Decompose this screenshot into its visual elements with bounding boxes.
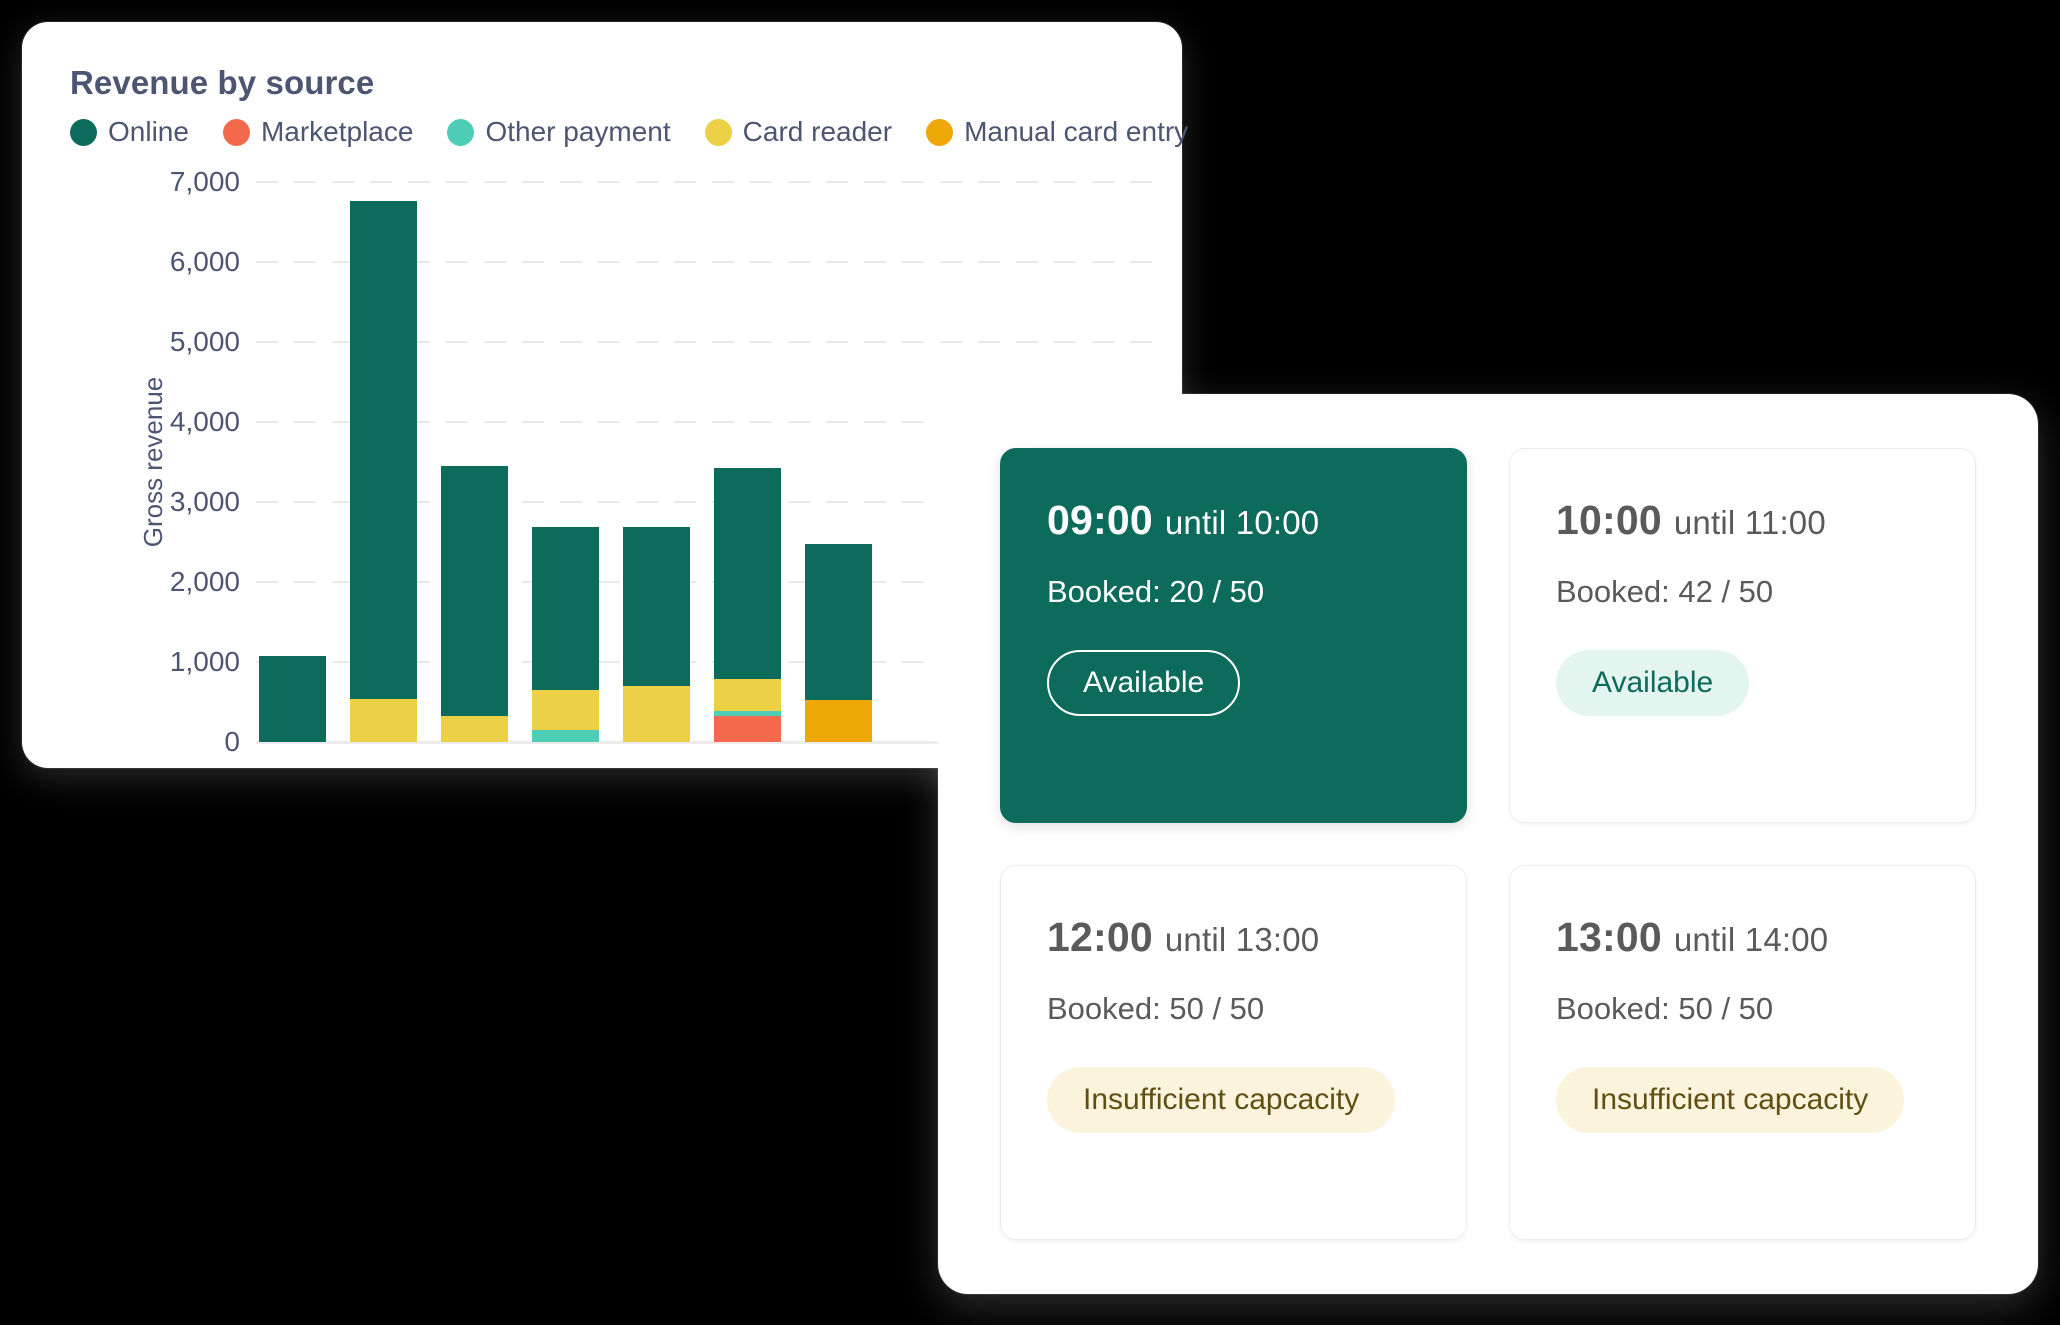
slot-booked-count: Booked: 42 / 50	[1556, 574, 1774, 609]
slot-start-time: 10:00	[1556, 497, 1662, 543]
status-badge[interactable]: Insufficient capcacity	[1047, 1067, 1396, 1133]
chart-bar[interactable]	[623, 526, 690, 742]
legend-item[interactable]: Card reader	[704, 116, 893, 148]
chart-bar[interactable]	[441, 466, 508, 742]
chart-legend: Online Marketplace Other payment Card reade…	[70, 116, 1222, 148]
slot-end-time: until 13:00	[1164, 921, 1320, 958]
booking-slot-card[interactable]: 12:00 until 13:00 Booked: 50 / 50 Insuffici…	[1000, 865, 1467, 1240]
bar-segment	[805, 544, 872, 701]
status-badge[interactable]: Available	[1047, 650, 1241, 716]
chart-bar[interactable]	[805, 544, 872, 742]
legend-label: Marketplace	[260, 116, 414, 147]
gridline	[256, 661, 1160, 663]
slot-start-time: 12:00	[1047, 914, 1153, 960]
legend-swatch-icon	[926, 118, 954, 146]
slot-start-time: 09:00	[1047, 497, 1153, 543]
bar-segment	[350, 698, 417, 742]
legend-label: Manual card entry	[964, 116, 1189, 147]
x-axis-line	[256, 741, 1160, 744]
slot-booked-count: Booked: 20 / 50	[1047, 574, 1265, 609]
page-title: Revenue by source	[70, 64, 375, 101]
chart-bar[interactable]	[532, 526, 599, 742]
legend-swatch-icon	[222, 118, 250, 146]
booking-slot-card[interactable]: 10:00 until 11:00 Booked: 42 / 50 Available	[1509, 448, 1976, 823]
legend-label: Other payment	[485, 116, 671, 147]
bar-segment	[714, 710, 781, 716]
legend-item[interactable]: Manual card entry	[926, 116, 1188, 148]
bar-segment	[532, 690, 599, 730]
bar-segment	[532, 730, 599, 742]
y-axis-tick-label: 3,000	[169, 486, 240, 517]
y-axis-tick-label: 5,000	[169, 326, 240, 357]
booking-slot-card[interactable]: 13:00 until 14:00 Booked: 50 / 50 Insuffici…	[1509, 865, 1976, 1240]
status-badge[interactable]: Insufficient capcacity	[1556, 1067, 1905, 1133]
chart-bar[interactable]	[714, 468, 781, 742]
legend-item[interactable]: Marketplace	[222, 116, 414, 148]
bar-segment	[623, 526, 690, 686]
legend-label: Card reader	[742, 116, 893, 147]
booking-slots-grid: 09:00 until 10:00 Booked: 20 / 50 Available…	[1000, 448, 1976, 1240]
slot-end-time: until 14:00	[1673, 921, 1829, 958]
chart-bar[interactable]	[259, 655, 326, 742]
bar-segment	[350, 201, 417, 699]
bar-segment	[259, 655, 326, 742]
y-axis-tick-label: 2,000	[169, 566, 240, 597]
slot-end-time: until 11:00	[1673, 504, 1826, 541]
y-axis-tick-label: 0	[224, 726, 240, 757]
bar-segment	[714, 678, 781, 711]
chart-plot-area: Gross revenue 7,000 6,000 5,000 4,000 3,000 2…	[70, 166, 1160, 757]
slot-time: 10:00 until 11:00	[1556, 497, 1929, 544]
legend-label: Online	[108, 116, 189, 147]
legend-item[interactable]: Online	[70, 116, 189, 148]
gridline	[256, 341, 1160, 343]
chart-bar[interactable]	[350, 201, 417, 742]
slot-time: 13:00 until 14:00	[1556, 914, 1929, 961]
bar-segment	[441, 716, 508, 742]
legend-swatch-icon	[70, 118, 97, 146]
legend-swatch-icon	[704, 118, 732, 146]
gridline	[256, 261, 1160, 263]
y-axis-tick-label: 4,000	[169, 406, 240, 437]
booking-slots-panel: 09:00 until 10:00 Booked: 20 / 50 Available…	[938, 394, 2038, 1294]
legend-swatch-icon	[447, 118, 475, 146]
slot-booked-count: Booked: 50 / 50	[1047, 991, 1265, 1026]
slot-end-time: until 10:00	[1164, 504, 1320, 541]
gridline	[256, 581, 1160, 583]
y-axis-tick-label: 6,000	[169, 246, 240, 277]
bar-segment	[441, 466, 508, 717]
chart-gridlines	[256, 181, 1160, 744]
bar-segment	[805, 700, 872, 742]
status-badge[interactable]: Available	[1556, 650, 1750, 716]
gridline	[256, 421, 1160, 423]
chart-bars	[256, 182, 1160, 742]
gridline	[256, 501, 1160, 503]
y-axis-tick-label: 1,000	[169, 646, 240, 677]
bar-segment	[532, 526, 599, 690]
gridline	[256, 181, 1160, 183]
bar-segment	[623, 686, 690, 742]
y-axis-ticks: 7,000 6,000 5,000 4,000 3,000 2,000 1,000 0	[100, 166, 240, 757]
bar-segment	[714, 715, 781, 742]
slot-booked-count: Booked: 50 / 50	[1556, 991, 1774, 1026]
legend-item[interactable]: Other payment	[447, 116, 671, 148]
bar-segment	[714, 468, 781, 679]
slot-start-time: 13:00	[1556, 914, 1662, 960]
y-axis-tick-label: 7,000	[169, 166, 240, 197]
slot-time: 12:00 until 13:00	[1047, 914, 1420, 961]
booking-slot-card[interactable]: 09:00 until 10:00 Booked: 20 / 50 Available	[1000, 448, 1467, 823]
slot-time: 09:00 until 10:00	[1047, 497, 1420, 544]
